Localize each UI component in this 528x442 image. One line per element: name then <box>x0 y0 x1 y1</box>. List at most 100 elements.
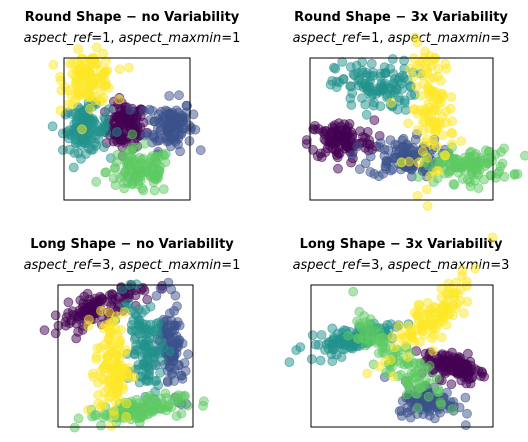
scatter-point <box>402 375 412 386</box>
scatter-point <box>414 299 425 310</box>
scatter-point <box>170 118 180 129</box>
scatter-point <box>154 117 165 128</box>
scatter-point <box>69 422 80 433</box>
scatter-point <box>174 90 184 101</box>
scatter-point <box>422 152 433 163</box>
scatter-point <box>460 420 471 431</box>
scatter-point <box>139 138 150 149</box>
scatter-point <box>73 87 84 98</box>
scatter-point <box>429 104 439 115</box>
scatter-point <box>435 397 446 408</box>
scatter-point <box>93 399 103 409</box>
scatter-point <box>96 420 106 431</box>
scatter-point <box>100 167 111 178</box>
scatter-point <box>95 78 105 89</box>
param-value: 3 <box>501 31 510 46</box>
scatter-point <box>428 95 439 106</box>
scatter-point <box>153 346 163 357</box>
param-name: aspect_ref <box>292 258 361 273</box>
scatter-point <box>387 332 398 342</box>
scatter-point <box>147 151 158 161</box>
scatter-plot <box>39 277 209 433</box>
scatter-point <box>429 413 440 424</box>
scatter-point <box>338 73 349 84</box>
scatter-point <box>103 104 114 115</box>
scatter-point <box>181 100 192 111</box>
scatter-point <box>403 118 414 129</box>
scatter-point <box>112 127 122 137</box>
scatter-point <box>462 408 472 419</box>
scatter-point <box>86 145 97 155</box>
scatter-point <box>106 346 117 357</box>
scatter-point <box>110 162 120 173</box>
scatter-point <box>426 307 437 318</box>
scatter-point <box>111 311 122 322</box>
scatter-point <box>453 359 464 370</box>
scatter-point <box>170 290 181 301</box>
scatter-point <box>155 283 166 294</box>
scatter-point <box>340 143 351 154</box>
scatter-point <box>388 371 399 382</box>
scatter-point <box>425 171 435 181</box>
plot-frame <box>63 57 191 201</box>
scatter-point <box>109 410 120 421</box>
scatter-point <box>55 71 65 82</box>
scatter-point <box>380 67 391 78</box>
scatter-point <box>387 54 398 64</box>
scatter-point <box>389 342 400 353</box>
scatter-point <box>333 132 344 143</box>
scatter-point <box>431 373 442 384</box>
plot-frame <box>57 284 194 428</box>
scatter-point <box>141 376 152 386</box>
chart-subtitle: aspect_ref=3, aspect_maxmin=3 <box>292 258 510 273</box>
scatter-point <box>371 88 382 99</box>
scatter-point <box>48 60 59 70</box>
scatter-point <box>62 127 72 138</box>
scatter-point <box>446 379 457 390</box>
scatter-point <box>386 97 397 108</box>
scatter-point <box>76 107 86 118</box>
scatter-point <box>413 157 424 168</box>
scatter-point <box>106 327 117 338</box>
chart-title: Round Shape − no Variability <box>24 10 240 25</box>
scatter-point <box>394 145 405 156</box>
scatter-point <box>163 327 174 338</box>
scatter-point <box>465 181 476 192</box>
scatter-point <box>462 296 473 307</box>
scatter-point <box>301 139 312 149</box>
scatter-point <box>341 127 352 137</box>
scatter-plot <box>47 42 206 201</box>
scatter-point <box>446 139 457 150</box>
scatter-point <box>158 184 169 195</box>
scatter-point <box>372 335 382 346</box>
scatter-point <box>405 63 416 74</box>
scatter-point <box>520 150 528 161</box>
scatter-point <box>131 340 141 351</box>
scatter-point <box>60 82 71 93</box>
scatter-point <box>445 103 456 114</box>
scatter-point <box>391 84 401 95</box>
scatter-point <box>176 370 187 381</box>
scatter-point <box>364 82 375 93</box>
scatter-point <box>74 305 85 316</box>
plot-frame <box>310 284 494 428</box>
scatter-point <box>82 288 93 299</box>
scatter-point <box>85 103 95 114</box>
scatter-point <box>159 150 169 161</box>
scatter-point <box>385 135 396 145</box>
scatter-point <box>352 333 363 344</box>
scatter-point <box>123 117 134 127</box>
param-name: aspect_ref <box>292 31 361 46</box>
scatter-point <box>441 117 451 128</box>
scatter-point <box>124 62 134 73</box>
scatter-point <box>130 409 141 420</box>
chart-subtitle: aspect_ref=1, aspect_maxmin=3 <box>292 31 510 46</box>
scatter-point <box>151 290 162 301</box>
scatter-point <box>137 307 147 318</box>
scatter-point <box>150 376 160 386</box>
scatter-point <box>92 343 103 354</box>
scatter-point <box>138 185 149 196</box>
scatter-point <box>68 162 79 173</box>
scatter-point <box>393 321 404 332</box>
scatter-point <box>446 92 457 102</box>
